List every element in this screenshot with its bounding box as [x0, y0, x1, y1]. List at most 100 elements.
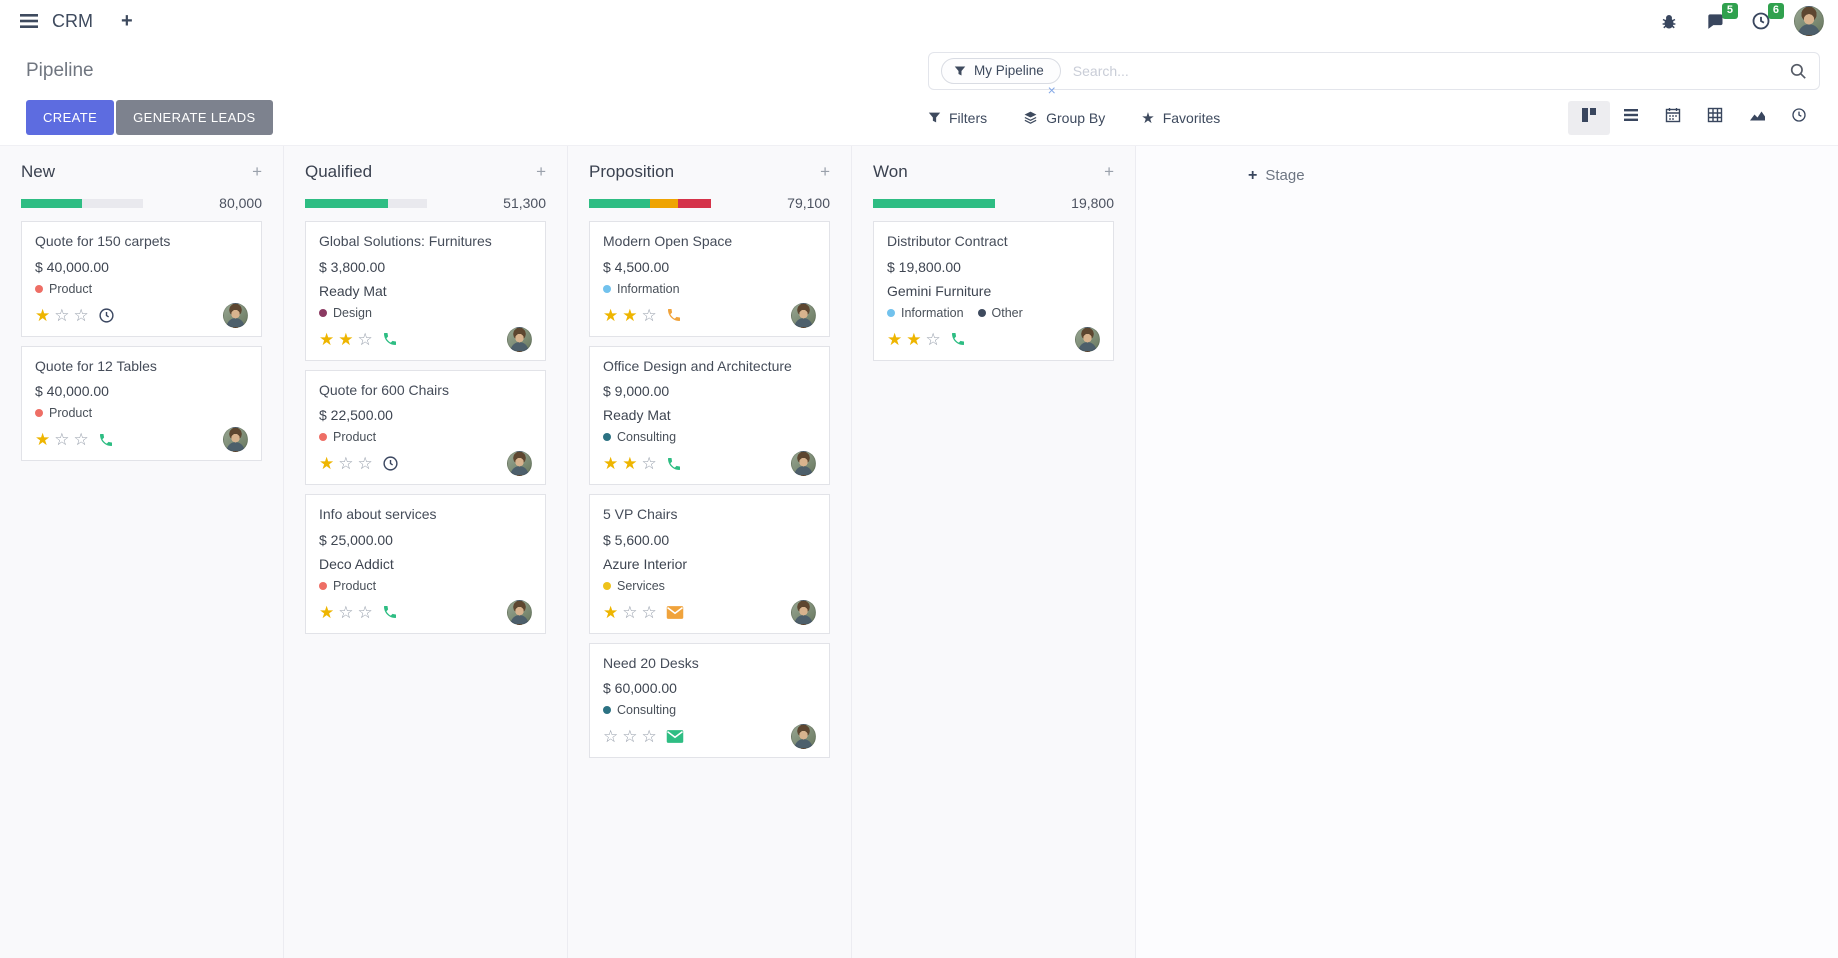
phone-icon[interactable] — [666, 456, 682, 472]
star-icon[interactable]: ☆ — [641, 727, 657, 746]
search-facet-my-pipeline[interactable]: My Pipeline × — [941, 58, 1061, 98]
clock-icon[interactable] — [98, 307, 115, 324]
star-icon[interactable]: ☆ — [357, 602, 373, 622]
kanban-card[interactable]: Distributor Contract $ 19,800.00 Gemini Fu… — [873, 221, 1114, 361]
card-company-name: Ready Mat — [603, 407, 671, 423]
star-icon[interactable]: ☆ — [641, 454, 657, 473]
clock-icon[interactable] — [382, 455, 399, 472]
search-icon[interactable] — [1789, 62, 1807, 80]
phone-icon[interactable] — [950, 331, 966, 347]
messages-icon[interactable]: 5 — [1702, 3, 1738, 34]
phone-icon[interactable] — [666, 307, 682, 323]
priority-stars: ★ ★ ☆ — [887, 331, 941, 348]
search-bar[interactable]: My Pipeline × — [928, 52, 1820, 98]
envelope-icon[interactable] — [666, 729, 684, 744]
card-expected-revenue: $ 22,500.00 — [319, 407, 393, 423]
kanban-card[interactable]: Info about services $ 25,000.00 Deco Addic… — [305, 494, 546, 634]
kanban-card[interactable]: Quote for 150 carpets $ 40,000.00 Product ★… — [21, 221, 262, 337]
star-icon[interactable]: ☆ — [357, 329, 373, 349]
view-switch-graph[interactable] — [1736, 101, 1778, 135]
star-icon[interactable]: ★ — [35, 430, 51, 449]
phone-icon[interactable] — [382, 331, 398, 347]
star-icon[interactable]: ☆ — [338, 454, 354, 473]
view-switch-pivot[interactable] — [1694, 101, 1736, 135]
filters-menu[interactable]: Filters — [928, 109, 987, 127]
view-switch-calendar[interactable] — [1652, 101, 1694, 135]
messages-badge: 5 — [1721, 3, 1738, 19]
kanban-card[interactable]: Need 20 Desks $ 60,000.00 Consulting ☆ ☆ ☆ — [589, 642, 830, 758]
generate-leads-button[interactable]: GENERATE LEADS — [116, 100, 273, 135]
column-progressbar[interactable] — [589, 198, 711, 208]
view-switch-list[interactable] — [1610, 101, 1652, 135]
add-stage-button[interactable]: + Stage — [1136, 146, 1305, 958]
kanban-card[interactable]: Quote for 600 Chairs $ 22,500.00 Product ★ ☆… — [305, 369, 546, 485]
star-icon[interactable]: ★ — [887, 329, 903, 349]
create-button[interactable]: CREATE — [26, 100, 115, 135]
activities-clock-icon[interactable]: 6 — [1748, 3, 1784, 34]
star-icon[interactable]: ★ — [603, 305, 619, 325]
star-icon[interactable]: ★ — [319, 602, 335, 622]
star-icon[interactable]: ☆ — [622, 602, 638, 622]
star-icon[interactable]: ★ — [603, 454, 619, 473]
card-title: Office Design and Architecture — [603, 357, 792, 374]
star-icon[interactable]: ☆ — [603, 727, 619, 746]
search-input[interactable] — [1070, 62, 1789, 80]
star-icon[interactable]: ★ — [622, 454, 638, 473]
facet-remove-icon[interactable]: × — [1047, 82, 1056, 98]
star-icon[interactable]: ☆ — [641, 602, 657, 622]
kanban-board: New +80,000 Quote for 150 carpets $ 40,000.… — [0, 145, 1838, 958]
favorites-menu[interactable]: ★ Favorites — [1141, 109, 1220, 127]
plus-icon[interactable]: + — [121, 9, 133, 32]
star-icon[interactable]: ★ — [319, 454, 335, 473]
progress-segment[interactable] — [305, 198, 388, 208]
envelope-icon[interactable] — [666, 605, 684, 620]
tag-label: Services — [617, 578, 665, 593]
star-icon[interactable]: ☆ — [73, 430, 89, 449]
star-icon[interactable]: ☆ — [622, 727, 638, 746]
progress-segment[interactable] — [21, 198, 82, 208]
star-icon[interactable]: ★ — [906, 329, 922, 349]
star-icon[interactable]: ★ — [622, 305, 638, 325]
priority-stars: ★ ☆ ☆ — [603, 604, 657, 621]
kanban-card[interactable]: Modern Open Space $ 4,500.00 Information ★ ★… — [589, 221, 830, 337]
star-icon[interactable]: ☆ — [338, 602, 354, 622]
star-icon[interactable]: ★ — [319, 329, 335, 349]
star-icon[interactable]: ☆ — [54, 305, 70, 325]
user-avatar[interactable] — [1794, 6, 1824, 36]
star-icon[interactable]: ☆ — [73, 305, 89, 325]
star-icon[interactable]: ☆ — [357, 454, 373, 473]
star-icon[interactable]: ★ — [603, 602, 619, 622]
kanban-card[interactable]: Quote for 12 Tables $ 40,000.00 Product ★ ☆ ☆ — [21, 345, 262, 461]
app-name[interactable]: CRM — [52, 10, 93, 31]
progress-segment[interactable] — [589, 198, 650, 208]
star-icon[interactable]: ★ — [338, 329, 354, 349]
column-progressbar[interactable] — [873, 198, 995, 208]
group-by-menu[interactable]: Group By — [1023, 109, 1105, 127]
kanban-card[interactable]: Office Design and Architecture $ 9,000.00… — [589, 345, 830, 485]
star-icon[interactable]: ☆ — [54, 430, 70, 449]
kanban-card[interactable]: 5 VP Chairs $ 5,600.00 Azure Interior Servi… — [589, 494, 830, 634]
view-switch-kanban[interactable] — [1568, 100, 1610, 135]
filter-funnel-icon — [954, 66, 966, 75]
card-tags: Consulting — [603, 703, 816, 717]
star-icon[interactable]: ☆ — [641, 305, 657, 325]
debug-bug-icon[interactable] — [1656, 8, 1682, 34]
phone-icon[interactable] — [98, 432, 114, 448]
column-progressbar[interactable] — [305, 198, 427, 208]
star-icon[interactable]: ★ — [35, 305, 51, 325]
tag-color-dot — [887, 308, 895, 317]
progress-segment[interactable] — [873, 198, 995, 208]
action-buttons: CREATE GENERATE LEADS — [26, 100, 273, 135]
quick-create-plus-icon[interactable]: + — [1104, 162, 1114, 181]
quick-create-plus-icon[interactable]: + — [536, 162, 546, 181]
view-switch-activity[interactable] — [1778, 101, 1820, 135]
column-progressbar[interactable] — [21, 198, 143, 208]
quick-create-plus-icon[interactable]: + — [820, 162, 830, 181]
kanban-card[interactable]: Global Solutions: Furnitures $ 3,800.00 Re… — [305, 221, 546, 361]
progress-segment[interactable] — [650, 198, 679, 208]
phone-icon[interactable] — [382, 604, 398, 620]
star-icon[interactable]: ☆ — [925, 329, 941, 349]
hamburger-menu-icon[interactable] — [14, 6, 44, 36]
progress-segment[interactable] — [678, 198, 711, 208]
quick-create-plus-icon[interactable]: + — [252, 162, 262, 181]
